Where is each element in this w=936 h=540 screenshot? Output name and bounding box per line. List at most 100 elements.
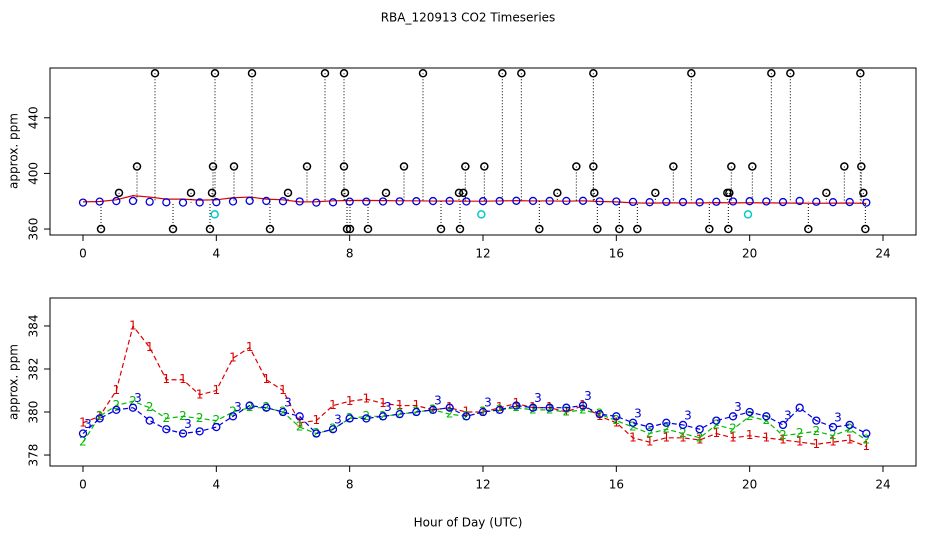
data-point — [828, 198, 838, 207]
data-marker: 1 — [613, 415, 621, 429]
data-point — [95, 197, 104, 206]
data-marker: 2 — [679, 426, 687, 440]
data-point — [278, 407, 288, 417]
data-marker: 2 — [196, 411, 204, 425]
data-point — [662, 418, 671, 427]
data-marker: 1 — [246, 340, 254, 354]
data-point — [245, 196, 254, 205]
data-point — [162, 425, 171, 434]
data-point — [678, 420, 688, 430]
data-point — [572, 162, 581, 171]
data-point — [859, 188, 868, 198]
x-tick-label: 20 — [742, 247, 757, 261]
data-marker: 2 — [863, 432, 871, 446]
data-marker: 3 — [384, 400, 392, 414]
data-marker: 3 — [684, 408, 692, 422]
data-marker: 1 — [463, 405, 471, 419]
data-point — [150, 69, 160, 78]
data-point — [312, 429, 321, 438]
data-point — [857, 162, 866, 171]
data-point — [378, 197, 388, 206]
data-marker: 1 — [79, 415, 87, 429]
data-point — [428, 405, 438, 415]
data-point — [328, 425, 338, 434]
data-point — [727, 162, 736, 171]
data-point — [96, 224, 106, 234]
data-point — [345, 414, 354, 423]
data-marker: 1 — [296, 415, 304, 429]
data-marker: 3 — [634, 406, 642, 420]
data-marker: 2 — [696, 430, 704, 444]
data-point — [786, 69, 795, 78]
data-point — [687, 69, 696, 78]
x-tick-label: 8 — [346, 478, 354, 492]
data-point — [595, 410, 604, 419]
data-point — [633, 224, 642, 234]
data-point — [778, 420, 788, 430]
data-marker: 1 — [746, 428, 754, 442]
data-point — [362, 197, 371, 206]
data-point — [615, 224, 624, 234]
data-point — [78, 429, 88, 438]
data-point — [795, 196, 804, 206]
data-point — [462, 197, 471, 206]
data-marker: 3 — [84, 417, 92, 431]
data-marker: 3 — [434, 393, 442, 407]
data-point — [512, 401, 521, 410]
data-point — [145, 197, 154, 206]
data-marker: 1 — [696, 432, 704, 446]
data-marker: 1 — [846, 432, 854, 446]
x-tick-label: 0 — [79, 478, 87, 492]
data-point — [462, 412, 471, 421]
data-marker: 2 — [179, 409, 187, 423]
data-point — [517, 69, 526, 78]
data-point — [512, 196, 521, 205]
data-marker: 2 — [296, 420, 304, 434]
data-point — [553, 188, 562, 198]
data-point — [262, 403, 271, 412]
data-point — [589, 69, 598, 78]
data-marker: 2 — [263, 400, 271, 414]
x-tick-label: 24 — [875, 247, 890, 261]
data-point — [662, 197, 671, 207]
data-point — [363, 224, 373, 234]
data-point — [295, 197, 304, 206]
data-marker: 2 — [379, 409, 387, 423]
data-point — [210, 210, 219, 219]
data-point — [295, 412, 304, 421]
data-marker: 1 — [663, 430, 671, 444]
data-marker: 1 — [646, 435, 654, 449]
data-marker: 3 — [734, 400, 742, 414]
data-point — [743, 210, 753, 219]
data-point — [445, 403, 454, 412]
data-marker: 1 — [679, 430, 687, 444]
data-point — [395, 410, 404, 419]
data-point — [593, 224, 602, 234]
data-point — [795, 403, 804, 412]
data-point — [545, 196, 554, 206]
data-marker: 1 — [279, 383, 287, 397]
data-marker: 3 — [334, 413, 342, 427]
data-marker: 1 — [213, 383, 221, 397]
chart-title: RBA_120913 CO2 Timeseries — [381, 11, 556, 25]
x-tick-label: 8 — [346, 247, 354, 261]
data-point — [345, 197, 354, 206]
data-point — [712, 197, 721, 206]
data-marker: 1 — [829, 435, 837, 449]
data-marker: 2 — [496, 402, 504, 416]
data-marker: 2 — [229, 405, 237, 419]
data-point — [95, 414, 104, 423]
data-point — [612, 412, 621, 421]
data-marker: 1 — [146, 340, 154, 354]
data-point — [195, 198, 204, 207]
plot-frame — [49, 67, 917, 236]
data-point — [320, 69, 330, 78]
data-point — [412, 197, 421, 206]
data-marker: 2 — [479, 405, 487, 419]
data-marker: 1 — [496, 400, 504, 414]
data-point — [804, 224, 813, 234]
data-point — [162, 198, 171, 207]
data-point — [628, 197, 638, 207]
data-marker: 1 — [96, 409, 104, 423]
data-point — [128, 403, 138, 412]
